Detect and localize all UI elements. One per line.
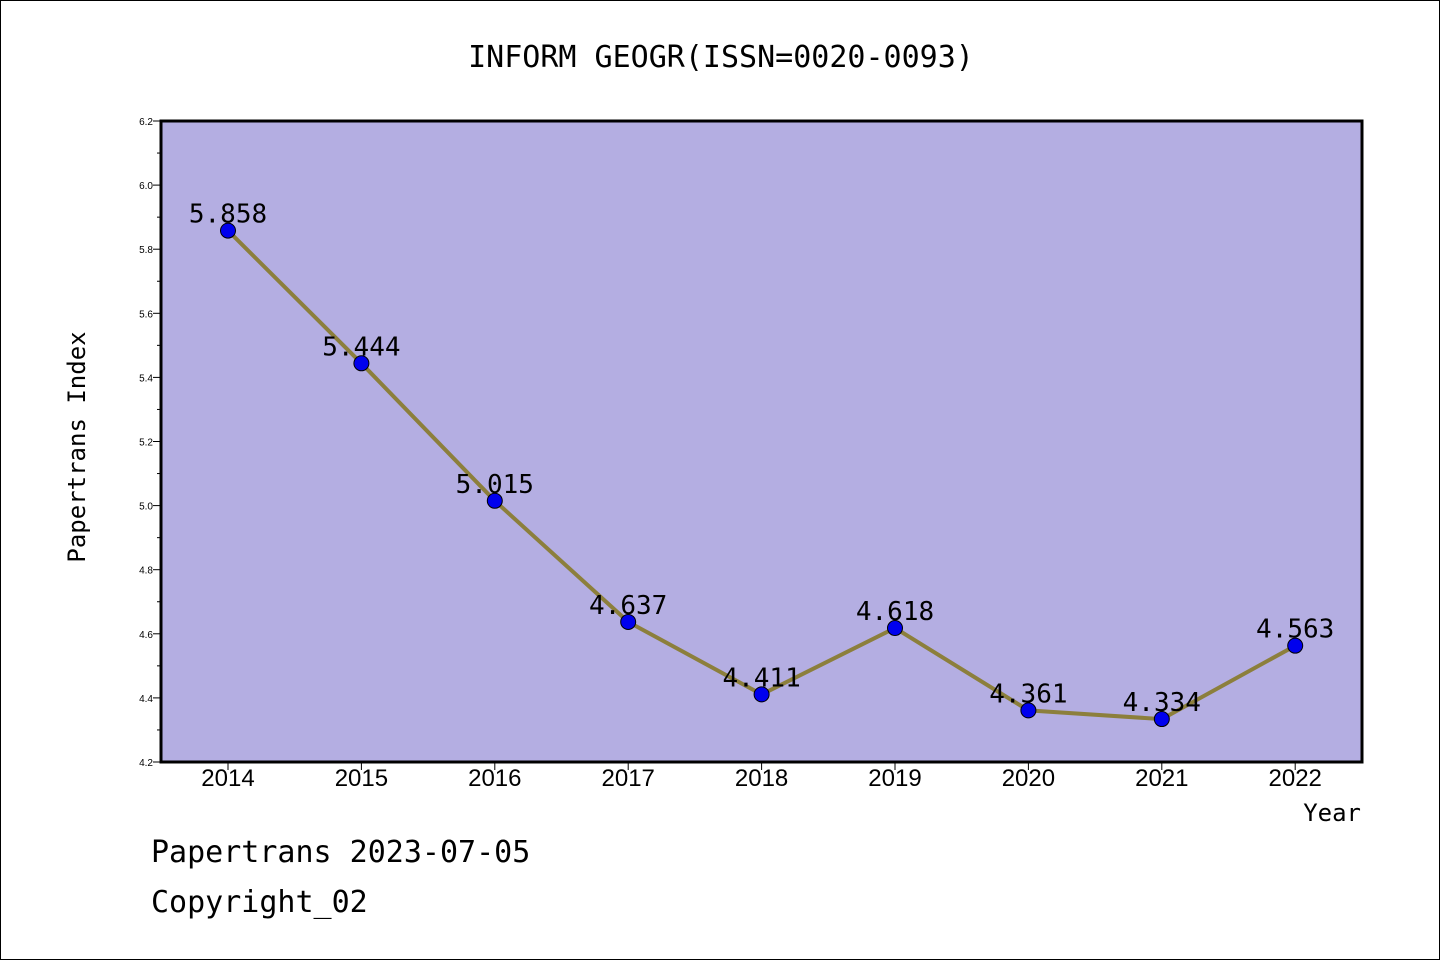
data-label: 4.563 [1256,615,1334,645]
data-point [753,686,770,703]
y-tick-label: 5.8 [139,245,153,256]
y-tick-label: 5.4 [139,373,153,384]
y-tick-label: 4.2 [139,758,153,769]
plot-border [159,119,1364,764]
y-tick-label: 4.8 [139,566,153,577]
y-tick-label: 4.6 [139,630,153,641]
y-tick-label: 4.4 [139,694,153,705]
y-tick-label: 5.6 [139,309,153,320]
data-label: 4.361 [989,679,1067,709]
data-point [353,355,370,372]
x-axis: 2014 2015 2016 2017 2018 2019 2020 2021 2022 [201,762,1322,792]
data-markers [220,222,1304,728]
data-labels: 5.858 5.444 5.015 4.637 4.411 4.618 4.361 4.334… [189,200,1334,718]
x-axis-label: Year [1303,799,1361,827]
data-label: 4.411 [722,663,800,693]
y-axis-label: Papertrans Index [63,331,91,562]
data-point [486,492,503,509]
x-tick-label: 2016 [468,765,521,792]
x-tick-label: 2020 [1002,765,1055,792]
footer-copyright: Copyright_02 [151,885,368,920]
data-point [220,222,236,239]
data-label: 4.637 [589,591,667,621]
data-label: 4.618 [856,597,934,627]
data-label: 4.334 [1123,688,1201,718]
x-tick-label: 2018 [735,765,788,792]
x-tick-label: 2021 [1135,765,1188,792]
x-tick-label: 2019 [868,765,921,792]
data-label: 5.015 [456,470,534,500]
y-axis: 4.2 4.4 4.6 4.8 5.0 5.2 5.4 5.6 5.8 6.0 6.2 [139,117,161,769]
y-tick-label: 6.0 [139,181,153,192]
data-point [1020,702,1037,719]
y-tick-label: 5.2 [139,438,153,449]
chart-title: INFORM GEOGR(ISSN=0020-0093) [468,40,974,75]
y-tick-label: 6.2 [139,117,153,128]
footer-date-line: Papertrans 2023-07-05 [151,835,531,870]
data-point [1153,711,1170,728]
data-point [620,613,637,630]
x-tick-label: 2014 [201,765,254,792]
x-tick-label: 2015 [335,765,388,792]
plot-area [161,121,1362,762]
data-label: 5.444 [322,332,400,362]
data-point [1287,637,1304,654]
y-tick-label: 5.0 [139,502,153,513]
x-tick-label: 2017 [602,765,655,792]
x-tick-label: 2022 [1269,765,1322,792]
data-point [887,620,903,637]
data-label: 5.858 [189,200,267,230]
